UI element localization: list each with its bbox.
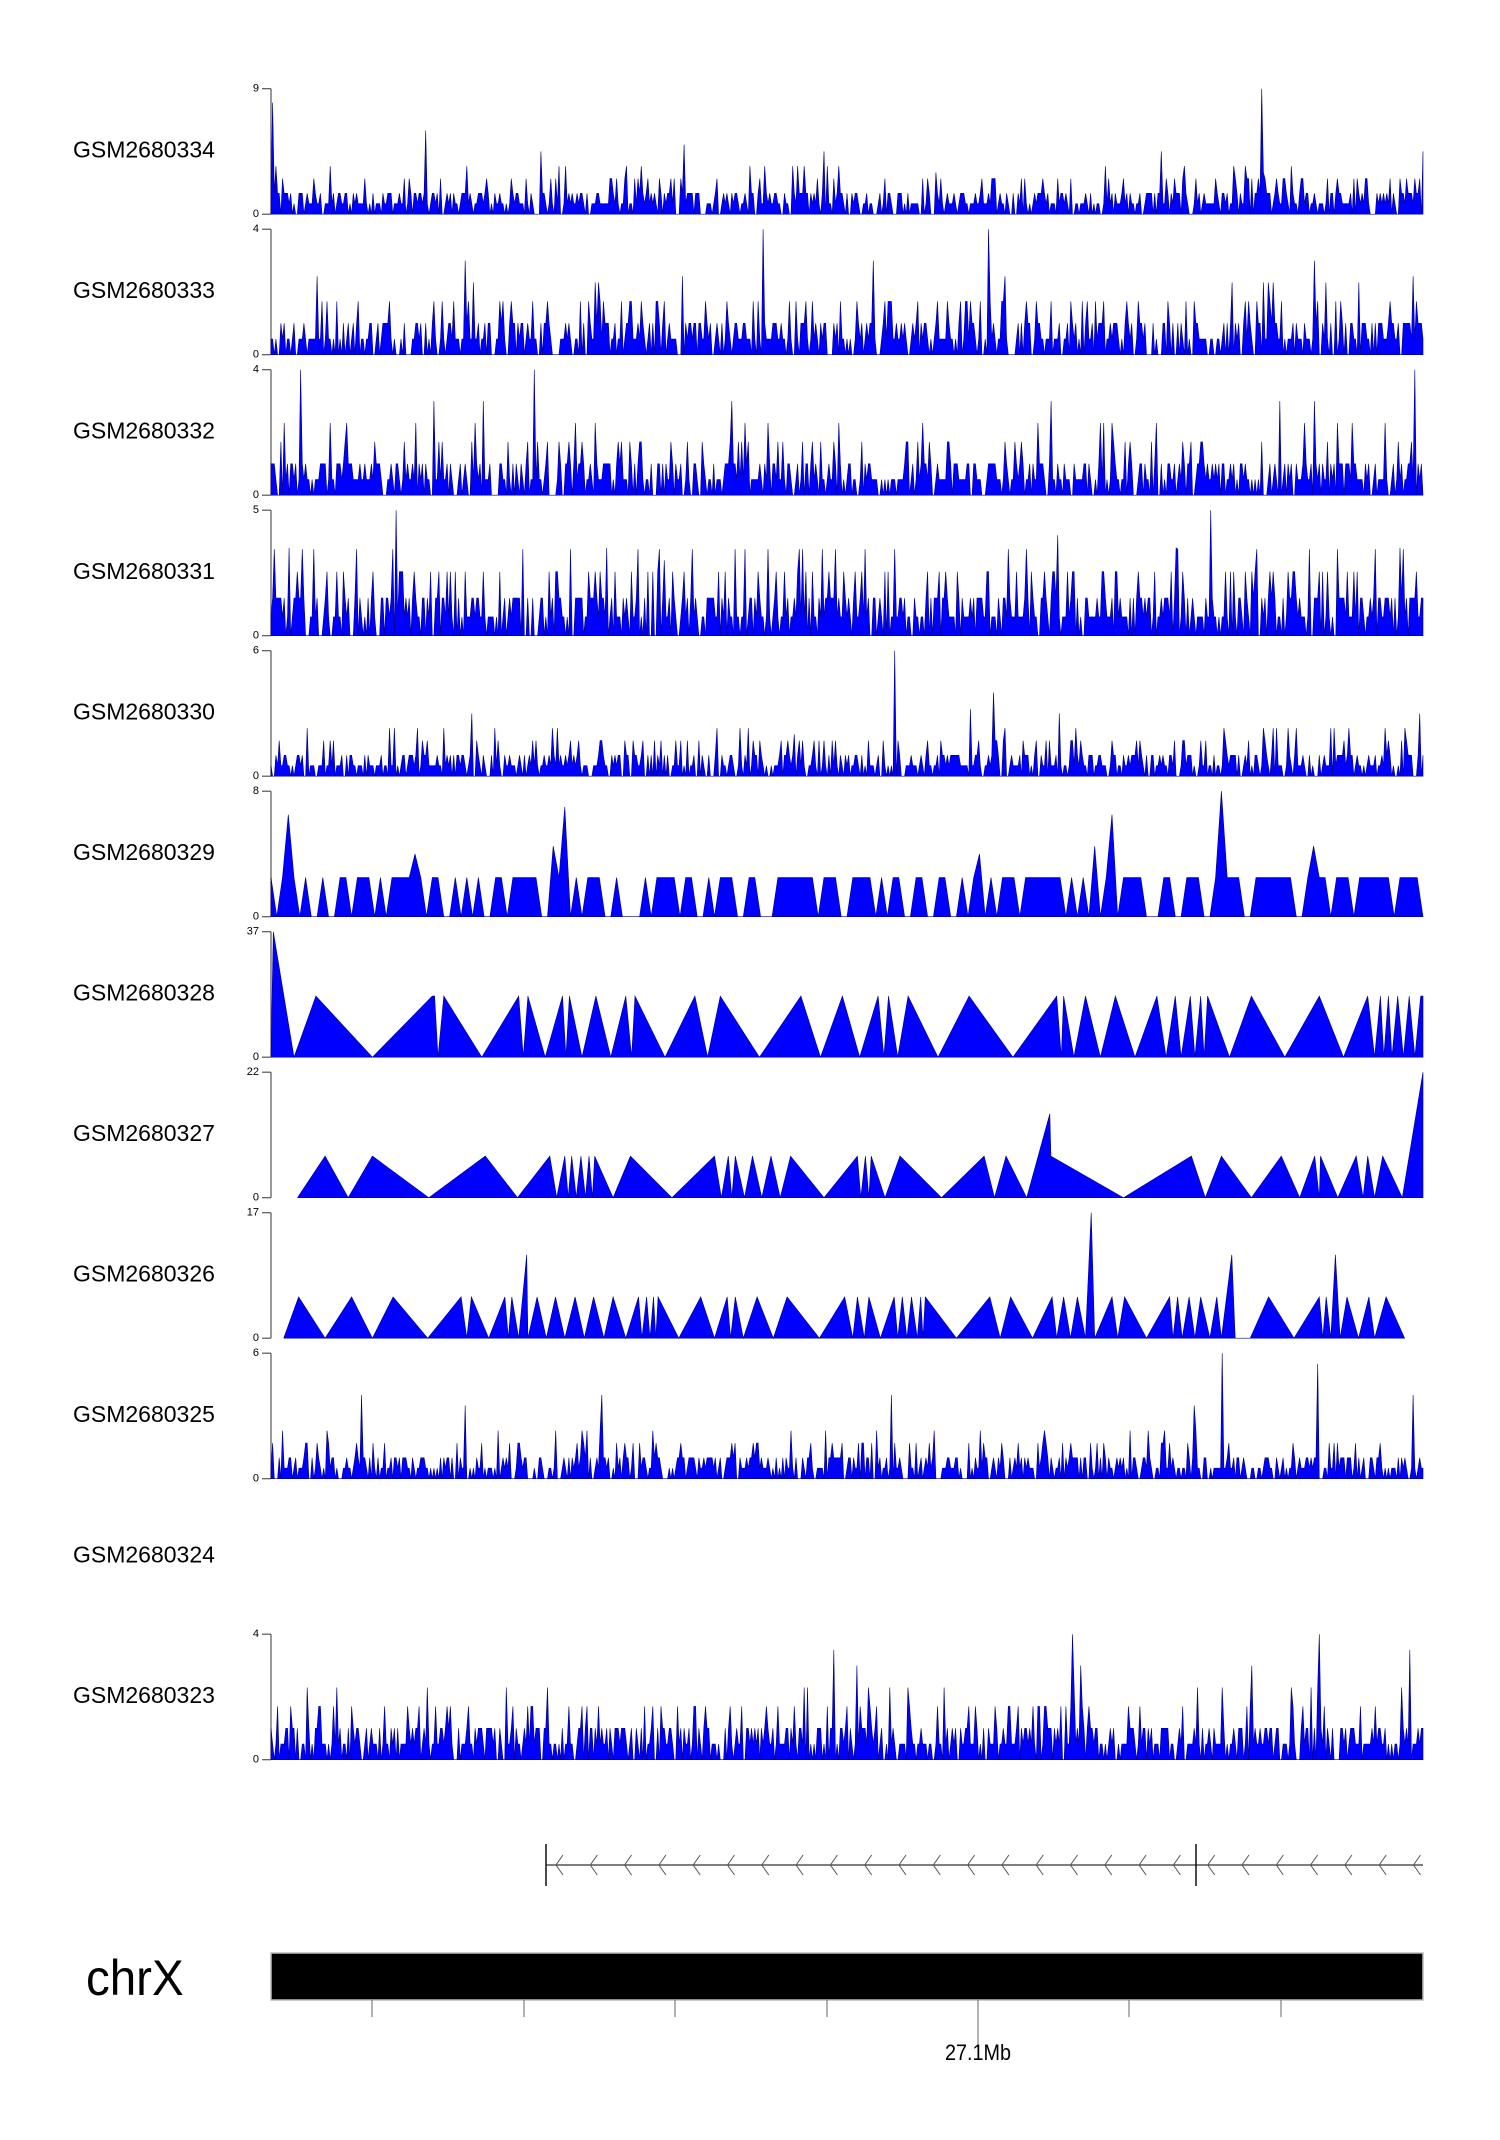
track-GSM2680328: GSM2680328 0 37 bbox=[73, 926, 1424, 1063]
y-tick-label: 0 bbox=[253, 1473, 259, 1485]
coverage-area bbox=[270, 1634, 1424, 1760]
y-tick-label: 0 bbox=[253, 770, 259, 782]
y-tick-label: 0 bbox=[253, 1332, 259, 1344]
coverage-area bbox=[270, 650, 1424, 777]
y-tick-label: 0 bbox=[253, 1754, 259, 1766]
strand-arrow-icon bbox=[1241, 1854, 1250, 1876]
y-tick-label: 4 bbox=[253, 364, 259, 376]
y-tick-label: 0 bbox=[253, 489, 259, 501]
strand-arrow-icon bbox=[898, 1854, 907, 1876]
y-tick-label: 17 bbox=[247, 1207, 259, 1219]
strand-arrow-icon bbox=[1001, 1854, 1010, 1876]
strand-arrow-icon bbox=[623, 1854, 633, 1876]
coverage-area bbox=[270, 88, 1424, 215]
strand-arrow-icon bbox=[1344, 1854, 1353, 1876]
track-label: GSM2680331 bbox=[73, 558, 215, 584]
coverage-area bbox=[270, 229, 1424, 355]
track-label: GSM2680329 bbox=[73, 839, 215, 865]
gene-track bbox=[545, 1844, 1423, 1886]
y-tick-label: 8 bbox=[253, 785, 259, 797]
strand-arrow-icon bbox=[1412, 1854, 1421, 1876]
track-GSM2680326: GSM2680326 0 17 bbox=[73, 1207, 1406, 1344]
track-label: GSM2680323 bbox=[73, 1682, 215, 1708]
strand-arrow-icon bbox=[761, 1854, 770, 1876]
strand-arrow-icon bbox=[1172, 1854, 1181, 1876]
chromosome-ideogram: chrX 27.1Mb bbox=[86, 1951, 1424, 2065]
y-tick-label: 4 bbox=[253, 1628, 259, 1640]
coverage-area bbox=[270, 1353, 1424, 1479]
track-label: GSM2680333 bbox=[73, 277, 215, 303]
ideogram-ticks bbox=[371, 2000, 1282, 2046]
y-tick-label: 4 bbox=[253, 223, 259, 235]
track-GSM2680327: GSM2680327 0 22 bbox=[73, 1066, 1424, 1204]
strand-arrow-icon bbox=[1275, 1854, 1284, 1876]
strand-arrow-icon bbox=[1138, 1854, 1147, 1876]
y-tick-label: 6 bbox=[253, 645, 259, 657]
strand-arrow-icon bbox=[658, 1854, 667, 1876]
strand-arrow-icon bbox=[1378, 1854, 1387, 1876]
strand-arrow-icon bbox=[864, 1854, 873, 1876]
track-GSM2680333: GSM2680333 0 4 bbox=[73, 223, 1424, 361]
track-GSM2680324: GSM2680324 bbox=[73, 1542, 215, 1568]
y-tick-label: 0 bbox=[253, 349, 259, 361]
coverage-area bbox=[283, 1212, 1406, 1340]
track-label: GSM2680326 bbox=[73, 1261, 215, 1287]
y-tick-label: 0 bbox=[253, 208, 259, 220]
strand-arrow-icon bbox=[555, 1854, 564, 1876]
y-tick-label: 0 bbox=[253, 1192, 259, 1204]
strand-arrow-icon bbox=[1104, 1854, 1113, 1876]
strand-arrow-icon bbox=[1207, 1854, 1216, 1876]
track-GSM2680332: GSM2680332 0 4 bbox=[73, 364, 1424, 501]
track-label: GSM2680327 bbox=[73, 1120, 215, 1146]
coverage-area bbox=[270, 369, 1424, 496]
strand-arrow-icon bbox=[726, 1854, 735, 1876]
y-tick-label: 0 bbox=[253, 911, 259, 923]
track-label: GSM2680324 bbox=[73, 1542, 215, 1568]
position-label: 27.1Mb bbox=[945, 2041, 1011, 2065]
y-tick-label: 6 bbox=[253, 1347, 259, 1359]
track-GSM2680334: GSM2680334 0 9 bbox=[73, 83, 1424, 220]
coverage-area bbox=[270, 791, 1424, 917]
track-label: GSM2680332 bbox=[73, 418, 215, 444]
y-tick-label: 9 bbox=[253, 83, 259, 95]
y-tick-label: 37 bbox=[247, 926, 259, 938]
coverage-area bbox=[270, 931, 1424, 1059]
track-GSM2680325: GSM2680325 0 6 bbox=[73, 1347, 1424, 1485]
y-tick-label: 22 bbox=[247, 1066, 259, 1078]
strand-arrow-icon bbox=[829, 1854, 838, 1876]
chromosome-bar bbox=[270, 1952, 1424, 2001]
strand-arrow-icon bbox=[1069, 1854, 1078, 1876]
coverage-area bbox=[270, 510, 1424, 636]
track-label: GSM2680328 bbox=[73, 980, 215, 1006]
track-label: GSM2680325 bbox=[73, 1401, 215, 1427]
track-GSM2680323: GSM2680323 0 4 bbox=[73, 1628, 1424, 1766]
strand-arrow-icon bbox=[1035, 1854, 1044, 1876]
strand-arrow-icon bbox=[795, 1854, 804, 1876]
track-GSM2680330: GSM2680330 0 6 bbox=[73, 645, 1424, 782]
strand-arrow-icon bbox=[692, 1854, 701, 1876]
strand-arrow-icon bbox=[1309, 1854, 1319, 1876]
tracks-group: GSM268033409GSM268033304GSM268033204GSM2… bbox=[73, 83, 1424, 1766]
strand-arrow-icon bbox=[966, 1854, 976, 1876]
track-label: GSM2680334 bbox=[73, 137, 215, 163]
y-tick-label: 5 bbox=[253, 504, 259, 516]
track-GSM2680329: GSM2680329 0 8 bbox=[73, 785, 1424, 923]
y-tick-label: 0 bbox=[253, 1051, 259, 1063]
strand-arrow-icon bbox=[932, 1854, 941, 1876]
track-GSM2680331: GSM2680331 0 5 bbox=[73, 504, 1424, 642]
y-tick-label: 0 bbox=[253, 630, 259, 642]
track-label: GSM2680330 bbox=[73, 699, 215, 725]
chromosome-label: chrX bbox=[86, 1951, 184, 2006]
strand-arrow-icon bbox=[589, 1854, 598, 1876]
coverage-area bbox=[297, 1072, 1424, 1199]
